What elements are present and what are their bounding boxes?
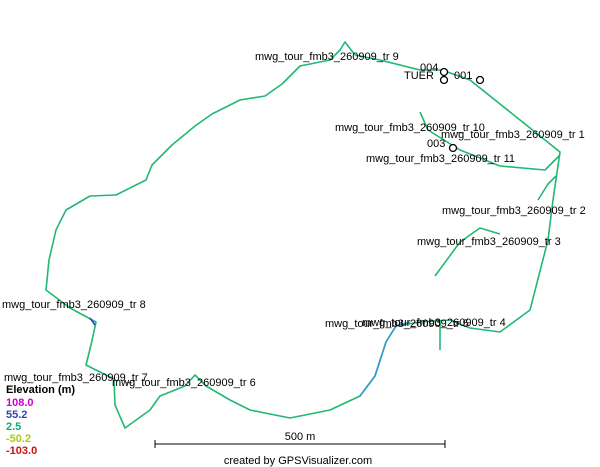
track — [419, 111, 561, 171]
waypoint — [448, 143, 458, 153]
waypoint-label: 001 — [454, 70, 472, 82]
track — [45, 41, 561, 429]
waypoint-labels: 004 TUER 001 003 — [404, 62, 472, 150]
legend-entry: -50.2 — [6, 433, 31, 445]
track — [359, 321, 411, 397]
track — [537, 175, 557, 201]
waypoint-label: TUER — [404, 70, 434, 82]
track-label: mwg_tour_fmb3_260909_tr 11 — [366, 153, 515, 165]
track — [89, 317, 96, 326]
scale-label: 500 m — [285, 431, 316, 443]
legend-entry: 108.0 — [6, 397, 34, 409]
waypoint-label: 003 — [427, 138, 445, 150]
legend: Elevation (m) 108.055.22.5-50.2-103.0 — [6, 384, 75, 457]
track-label: mwg_tour_fmb3_260909_tr 4 — [362, 317, 506, 329]
track-label: mwg_tour_fmb3_260909_tr 8 — [2, 299, 146, 311]
track-label: mwg_tour_fmb3_260909_tr 10 — [335, 122, 485, 134]
track-label: mwg_tour_fmb3_260909_tr 3 — [417, 236, 561, 248]
track-label: mwg_tour_fmb3_260909_tr 2 — [442, 205, 586, 217]
track-label: mwg_tour_fmb3_260909_tr 6 — [112, 377, 256, 389]
credit: created by GPSVisualizer.com — [224, 455, 372, 467]
track-label: mwg_tour_fmb3_260909_tr 7 — [4, 372, 148, 384]
track-labels: mwg_tour_fmb3_260909_tr 9 mwg_tour_fmb3_… — [2, 51, 586, 389]
legend-entry: 2.5 — [6, 421, 21, 433]
legend-entry: 55.2 — [6, 409, 27, 421]
track-label: mwg_tour_fmb3_260909_tr 5 — [325, 318, 469, 330]
waypoints — [439, 67, 485, 153]
legend-entry: -103.0 — [6, 445, 37, 457]
waypoint-label: 004 — [420, 62, 438, 74]
scale-bar: 500 m — [154, 431, 446, 448]
track-label: mwg_tour_fmb3_260909_tr 1 — [441, 129, 585, 141]
legend-title: Elevation (m) — [6, 384, 75, 396]
track — [434, 227, 501, 277]
waypoint — [439, 67, 449, 77]
track-label: mwg_tour_fmb3_260909_tr 9 — [255, 51, 399, 63]
tracks — [45, 41, 561, 429]
waypoint — [475, 75, 485, 85]
waypoint — [439, 75, 449, 85]
